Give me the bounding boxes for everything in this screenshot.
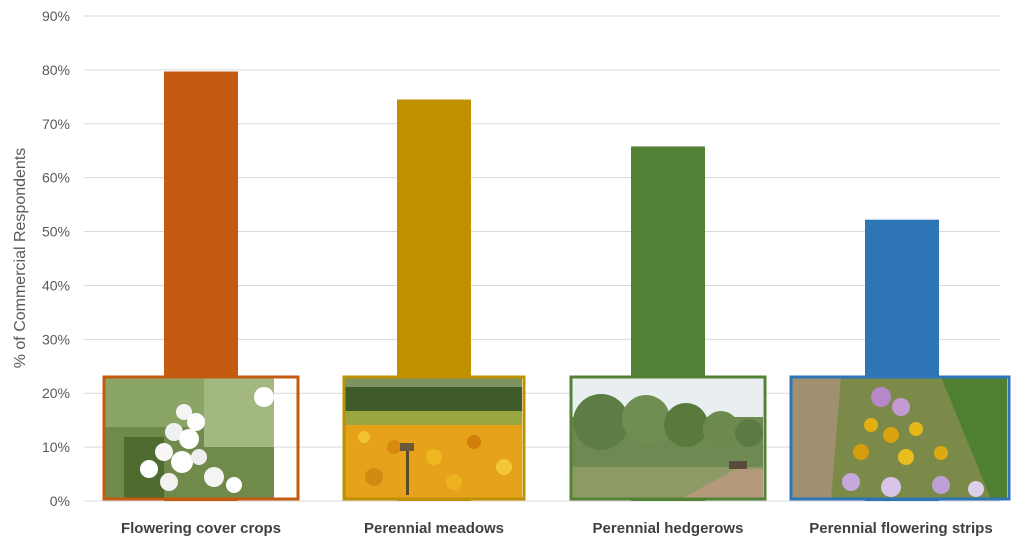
orange-meadow-photo	[342, 375, 526, 501]
x-axis-labels: Flowering cover crops Perennial meadows Pe…	[121, 520, 993, 537]
white-flower-cluster-photo	[102, 375, 300, 501]
x-category-label: Perennial meadows	[364, 520, 504, 537]
y-tick-label: 0%	[50, 493, 70, 509]
x-category-label: Perennial hedgerows	[593, 520, 744, 537]
y-axis-ticks: 0% 10% 20% 30% 40% 50% 60% 70% 80% 90%	[42, 8, 70, 509]
category-photos	[102, 375, 1011, 501]
x-category-label: Flowering cover crops	[121, 520, 281, 537]
flower-strip-photo	[789, 375, 1011, 501]
hedgerow-path-photo	[569, 375, 767, 501]
y-axis-title: % of Commercial Respondents	[12, 148, 29, 369]
y-tick-label: 20%	[42, 385, 70, 401]
x-category-label: Perennial flowering strips	[809, 520, 992, 537]
y-tick-label: 30%	[42, 331, 70, 347]
y-tick-label: 10%	[42, 439, 70, 455]
y-tick-label: 90%	[42, 8, 70, 24]
y-tick-label: 80%	[42, 62, 70, 78]
y-tick-label: 60%	[42, 170, 70, 186]
y-tick-label: 50%	[42, 224, 70, 240]
y-tick-label: 70%	[42, 116, 70, 132]
y-tick-label: 40%	[42, 277, 70, 293]
